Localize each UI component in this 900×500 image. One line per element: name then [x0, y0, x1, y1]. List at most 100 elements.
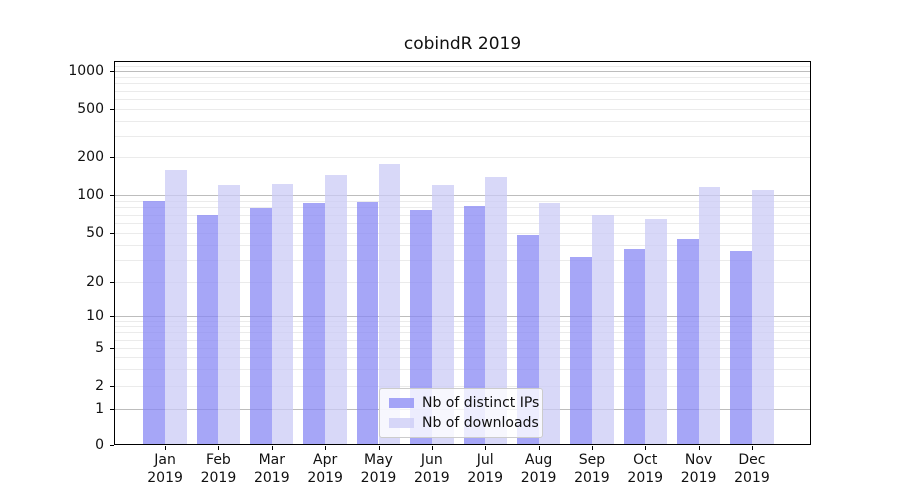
x-tick-mark — [165, 446, 167, 450]
bar-ips-jan — [143, 200, 166, 445]
gridline-minor — [114, 260, 811, 262]
y-tick-mark — [110, 157, 114, 158]
y-tick-label: 100 — [77, 187, 104, 203]
bar-ips-apr — [303, 203, 326, 445]
x-tick-label-aug: Aug 2019 — [509, 451, 569, 487]
y-tick-label: 500 — [77, 101, 104, 117]
x-tick-text: 2019 — [680, 470, 717, 486]
x-tick-text: 2019 — [414, 470, 450, 486]
x-tick-mark — [485, 446, 487, 450]
x-tick-mark — [645, 446, 647, 450]
gridline-major — [114, 195, 811, 196]
x-tick-text: 2019 — [467, 470, 503, 486]
x-tick-text: Mar — [258, 452, 285, 468]
x-tick-text: 2019 — [200, 470, 237, 486]
y-tick-label: 10 — [86, 308, 104, 324]
x-tick-text: 2019 — [307, 470, 343, 486]
bar-downloads-nov — [698, 187, 721, 445]
bar-downloads-mar — [271, 184, 294, 445]
chart-title: cobindR 2019 — [403, 34, 522, 54]
gridline-minor — [114, 244, 811, 246]
legend-swatch-downloads — [389, 418, 414, 428]
gridline-minor — [114, 90, 811, 92]
y-tick-label: 200 — [77, 149, 104, 165]
bar-downloads-jan — [165, 170, 187, 445]
x-tick-text: 2019 — [627, 470, 664, 486]
legend-label-ips: Nb of distinct IPs — [422, 395, 540, 411]
bar-downloads-apr — [325, 174, 347, 445]
gridline-minor — [114, 326, 811, 328]
bar-downloads-feb — [218, 185, 241, 445]
y-tick-label: 1000 — [68, 63, 104, 79]
gridline-minor — [114, 76, 811, 78]
y-tick-mark — [110, 348, 114, 349]
bar-downloads-aug — [538, 202, 561, 445]
x-tick-mark — [378, 446, 380, 450]
x-tick-text: Jul — [476, 452, 494, 468]
gridline-minor — [114, 214, 811, 216]
y-tick-mark — [110, 71, 114, 72]
gridline-minor — [114, 233, 811, 234]
x-tick-text: Oct — [633, 452, 658, 468]
gridline-minor — [114, 99, 811, 100]
y-tick-label: 50 — [86, 225, 104, 241]
gridline-minor — [114, 332, 811, 334]
gridline-minor — [114, 223, 811, 224]
x-tick-label-jun: Jun 2019 — [402, 451, 462, 487]
y-tick-mark — [110, 109, 114, 110]
x-tick-text: Jan — [154, 452, 176, 468]
x-tick-mark — [431, 446, 433, 450]
gridline-minor — [114, 157, 811, 158]
gridline-minor — [114, 65, 811, 67]
x-tick-mark — [698, 446, 700, 450]
y-tick-mark — [110, 409, 114, 410]
bar-downloads-may — [378, 164, 401, 445]
x-tick-text: May — [364, 452, 393, 468]
x-tick-label-sep: Sep 2019 — [562, 451, 622, 487]
x-tick-mark — [538, 446, 540, 450]
bar-ips-may — [356, 202, 379, 445]
x-tick-mark — [325, 446, 327, 450]
gridline-minor — [114, 386, 811, 387]
bar-ips-nov — [676, 238, 699, 445]
bar-ips-oct — [623, 249, 646, 445]
gridline-minor — [114, 109, 811, 110]
x-tick-text: Dec — [738, 452, 766, 468]
bar-ips-mar — [250, 207, 272, 445]
x-tick-mark — [591, 446, 593, 450]
bar-ips-jul — [463, 205, 486, 445]
x-tick-text: Jun — [420, 452, 443, 468]
x-tick-text: Aug — [524, 452, 553, 468]
x-tick-text: 2019 — [520, 470, 557, 486]
x-tick-label-jul: Jul 2019 — [455, 451, 515, 487]
x-tick-label-nov: Nov 2019 — [669, 451, 729, 487]
x-tick-text: 2019 — [574, 470, 610, 486]
y-tick-label: 20 — [86, 274, 104, 290]
gridline-minor — [114, 357, 811, 359]
bar-downloads-dec — [751, 190, 774, 445]
legend-item-ips: Nb of distinct IPs — [389, 395, 539, 411]
y-tick-label: 5 — [95, 340, 104, 356]
x-tick-text: 2019 — [360, 470, 397, 486]
x-tick-mark — [271, 446, 273, 450]
y-tick-mark — [110, 445, 114, 446]
gridline-major — [114, 316, 811, 317]
legend-swatch-ips — [389, 398, 414, 408]
x-tick-mark — [218, 446, 220, 450]
y-tick-mark — [110, 233, 114, 234]
bar-downloads-jun — [431, 185, 454, 445]
legend-item-downloads: Nb of downloads — [389, 415, 539, 431]
x-tick-label-may: May 2019 — [349, 451, 409, 487]
gridline-minor — [114, 207, 811, 209]
y-tick-mark — [110, 195, 114, 196]
x-tick-text: 2019 — [147, 470, 183, 486]
gridline-minor — [114, 282, 811, 283]
gridline-minor — [114, 200, 811, 202]
gridline-minor — [114, 135, 811, 137]
x-tick-label-mar: Mar 2019 — [242, 451, 302, 487]
gridline-major — [114, 71, 811, 72]
y-tick-mark — [110, 386, 114, 387]
x-tick-mark — [751, 446, 753, 450]
y-tick-mark — [110, 316, 114, 317]
